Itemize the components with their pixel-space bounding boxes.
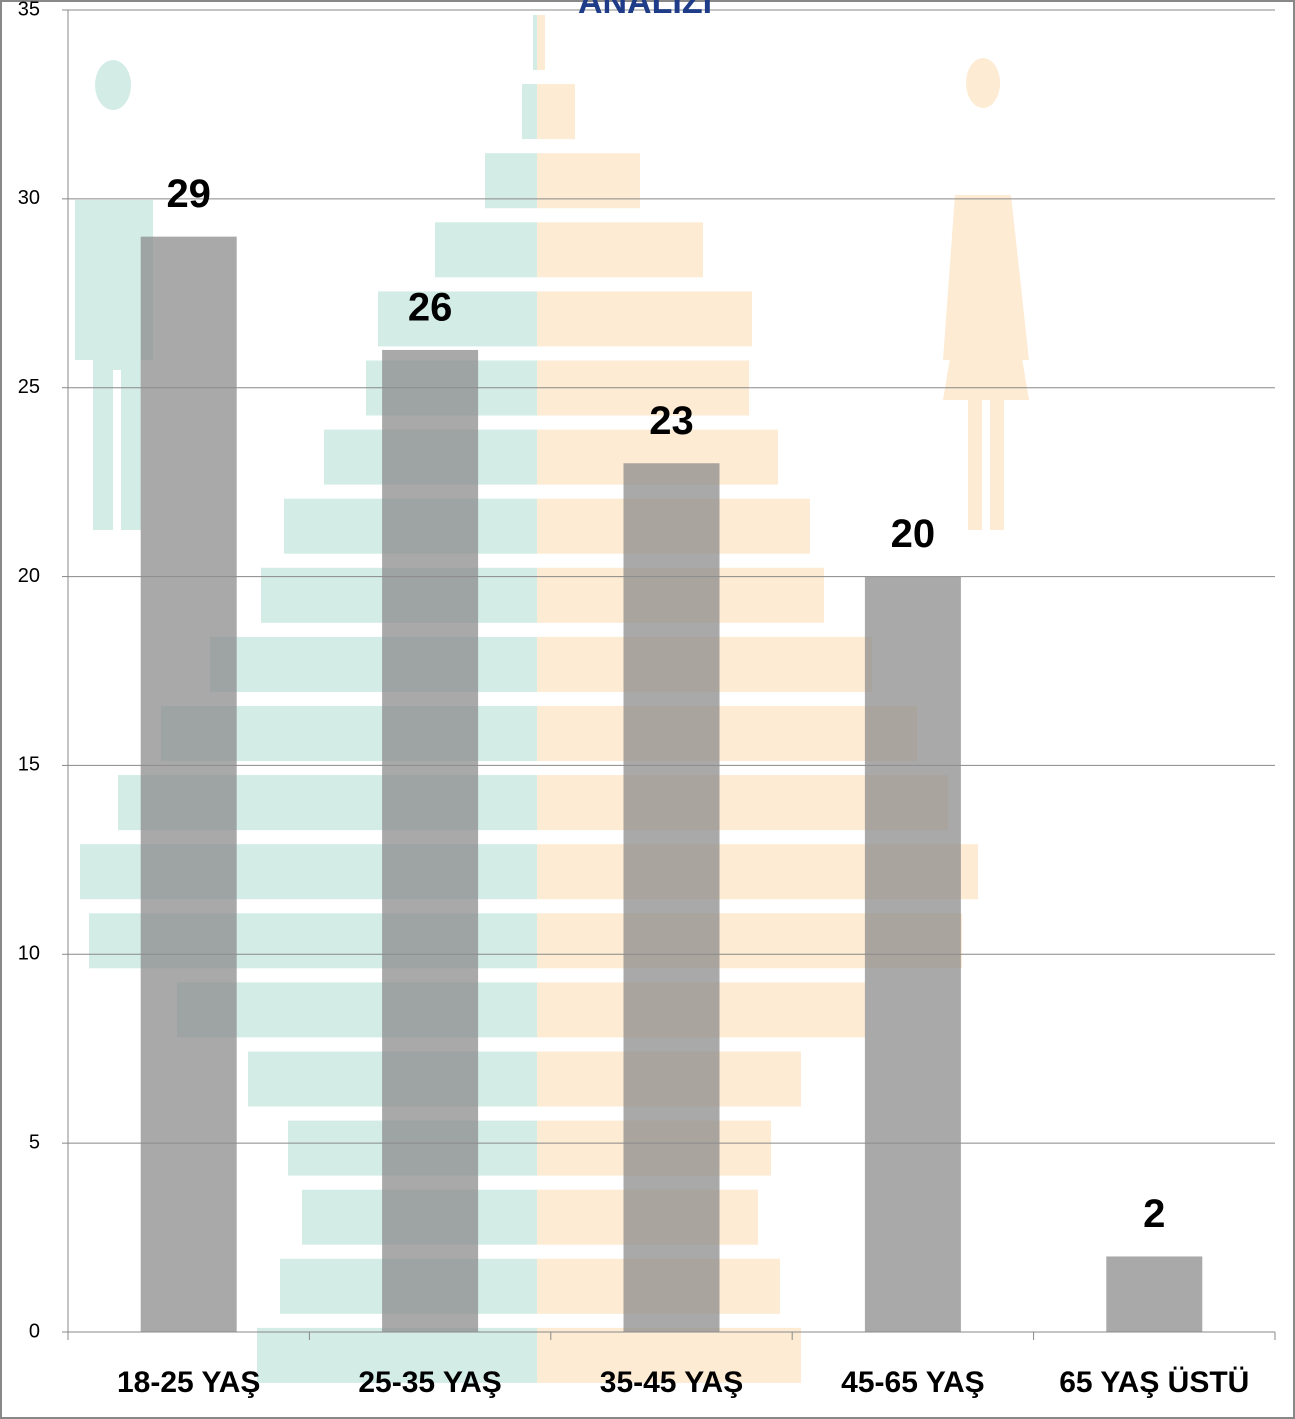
pyramid-left [522,84,537,139]
pyramid-left [533,15,537,70]
y-tick-label: 0 [29,1320,40,1342]
pyramid-left [378,291,537,346]
value-label: 26 [408,286,453,330]
bar [1106,1256,1202,1332]
y-tick-label: 35 [18,0,40,20]
y-tick-label: 10 [18,943,40,965]
pyramid-right [537,153,640,208]
pyramid-right [537,291,752,346]
chart: 0 5 10 15 20 25 30 35 18-25 YAŞ 29 25-35 YAŞ 26 35-… [0,0,1295,1419]
bar [141,237,237,1332]
pyramid-right [537,15,545,70]
x-tick-label: 18-25 YAŞ [117,1366,260,1399]
y-tick-label: 20 [18,565,40,587]
x-tick-label: 25-35 YAŞ [358,1366,501,1399]
bar [865,577,961,1332]
pyramid-left [435,222,537,277]
value-label: 29 [166,172,211,216]
x-tick-label: 35-45 YAŞ [600,1366,743,1399]
pyramid-right [537,84,575,139]
pyramid-right [537,706,917,761]
pyramid-left [485,153,537,208]
x-tick-label: 45-65 YAŞ [841,1366,984,1399]
value-label: 2 [1143,1192,1165,1236]
x-tick-label: 65 YAŞ ÜSTÜ [1059,1366,1249,1399]
bar [382,350,478,1332]
pyramid-right [537,222,703,277]
pyramid-left [210,637,537,692]
value-label: 23 [649,399,694,443]
y-tick-label: 5 [29,1131,40,1153]
value-label: 20 [891,512,936,556]
y-tick-label: 25 [18,376,40,398]
y-tick-label: 15 [18,754,40,776]
chart-title: ANALIZI [578,0,712,21]
bar [624,463,720,1332]
y-tick-label: 30 [18,187,40,209]
